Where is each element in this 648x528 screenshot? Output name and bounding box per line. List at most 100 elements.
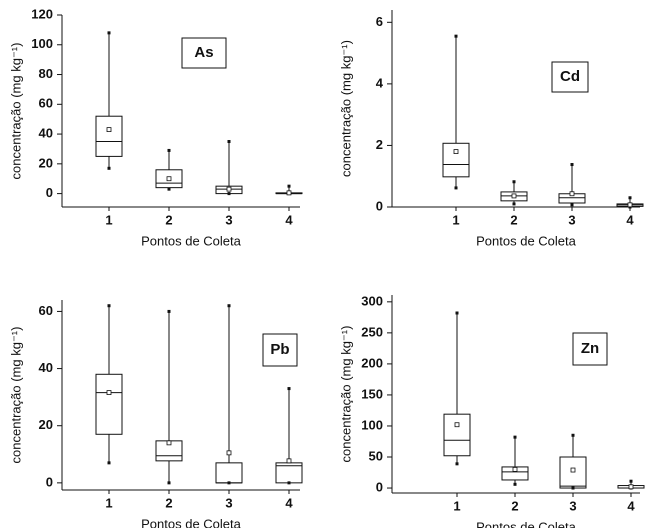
y-tick-label: 6 (376, 14, 383, 29)
x-tick-label: 2 (511, 498, 518, 513)
x-tick-label: 3 (569, 498, 576, 513)
mean-marker (106, 127, 112, 133)
x-tick-label: 2 (165, 212, 172, 227)
box (95, 373, 123, 435)
max-marker (287, 387, 291, 391)
box (559, 456, 587, 489)
y-tick-label: 50 (369, 448, 383, 463)
max-marker (107, 304, 111, 308)
max-marker (454, 34, 458, 38)
y-axis-label: concentração (mg kg⁻¹) (338, 326, 353, 463)
element-label: As (194, 44, 213, 61)
box (501, 466, 529, 481)
max-marker (628, 196, 632, 200)
mean-marker (454, 422, 460, 428)
max-marker (571, 433, 575, 437)
min-marker (570, 203, 574, 207)
min-marker (287, 481, 291, 485)
element-label: Cd (560, 68, 580, 85)
y-axis-label: concentração (mg kg⁻¹) (8, 327, 23, 464)
y-tick-label: 40 (39, 126, 53, 141)
min-marker (454, 186, 458, 190)
min-marker (571, 486, 575, 490)
max-marker (513, 435, 517, 439)
max-marker (107, 31, 111, 35)
mean-marker (512, 467, 518, 472)
y-tick-label: 0 (376, 479, 383, 494)
y-tick-label: 2 (376, 137, 383, 152)
y-tick-label: 80 (39, 66, 53, 81)
y-tick-label: 200 (361, 355, 383, 370)
min-marker (227, 192, 231, 196)
element-box (551, 61, 589, 93)
y-tick-label: 60 (39, 303, 53, 318)
x-axis-label: Pontos de Coleta (476, 233, 577, 248)
mean-marker (627, 202, 633, 208)
y-tick-label: 20 (39, 155, 53, 170)
min-marker (107, 461, 111, 465)
x-tick-label: 1 (453, 498, 460, 513)
x-tick-label: 4 (285, 212, 293, 227)
x-axis-label: Pontos de Coleta (476, 519, 577, 528)
max-marker (570, 163, 574, 167)
max-marker (227, 304, 231, 308)
min-marker (167, 481, 171, 485)
x-tick-label: 2 (510, 212, 517, 227)
element-box (262, 333, 298, 367)
y-axis-label: concentração (mg kg⁻¹) (8, 43, 23, 180)
y-tick-label: 0 (376, 198, 383, 213)
x-tick-label: 2 (165, 495, 172, 510)
x-tick-label: 1 (452, 212, 459, 227)
box (95, 115, 123, 157)
min-marker (167, 187, 171, 191)
x-tick-label: 4 (627, 498, 635, 513)
min-marker (227, 481, 231, 485)
x-tick-label: 3 (225, 212, 232, 227)
y-tick-label: 300 (361, 293, 383, 308)
max-marker (227, 140, 231, 144)
x-tick-label: 3 (568, 212, 575, 227)
y-axis-label: concentração (mg kg⁻¹) (338, 40, 353, 177)
max-marker (512, 180, 516, 184)
x-axis-label: Pontos de Coleta (141, 516, 242, 528)
x-tick-label: 4 (626, 212, 634, 227)
max-marker (167, 148, 171, 152)
mean-marker (286, 458, 292, 464)
min-marker (513, 482, 517, 486)
y-tick-label: 4 (376, 75, 384, 90)
element-box (181, 37, 227, 69)
box (442, 142, 470, 178)
y-tick-label: 0 (46, 474, 53, 489)
mean-marker (226, 186, 232, 192)
min-marker (107, 166, 111, 170)
box (215, 462, 243, 484)
y-tick-label: 120 (31, 6, 53, 21)
mean-marker (166, 176, 172, 182)
element-box (572, 332, 608, 366)
x-axis-label: Pontos de Coleta (141, 233, 242, 248)
mean-marker (569, 191, 575, 197)
mean-marker (226, 450, 232, 456)
x-tick-label: 1 (105, 212, 112, 227)
y-tick-label: 20 (39, 417, 53, 432)
y-tick-label: 250 (361, 324, 383, 339)
element-label: Zn (581, 340, 599, 357)
mean-marker (286, 190, 292, 196)
x-tick-label: 4 (285, 495, 293, 510)
y-tick-label: 150 (361, 386, 383, 401)
element-label: Pb (270, 341, 289, 358)
mean-marker (106, 390, 112, 395)
y-tick-label: 100 (31, 36, 53, 51)
y-tick-label: 40 (39, 360, 53, 375)
min-marker (455, 462, 459, 466)
y-tick-label: 0 (46, 185, 53, 200)
y-tick-label: 60 (39, 96, 53, 111)
x-tick-label: 3 (225, 495, 232, 510)
min-marker (512, 202, 516, 206)
y-tick-label: 100 (361, 417, 383, 432)
mean-marker (453, 149, 459, 154)
max-marker (167, 309, 171, 313)
max-marker (455, 311, 459, 315)
box (443, 413, 471, 457)
